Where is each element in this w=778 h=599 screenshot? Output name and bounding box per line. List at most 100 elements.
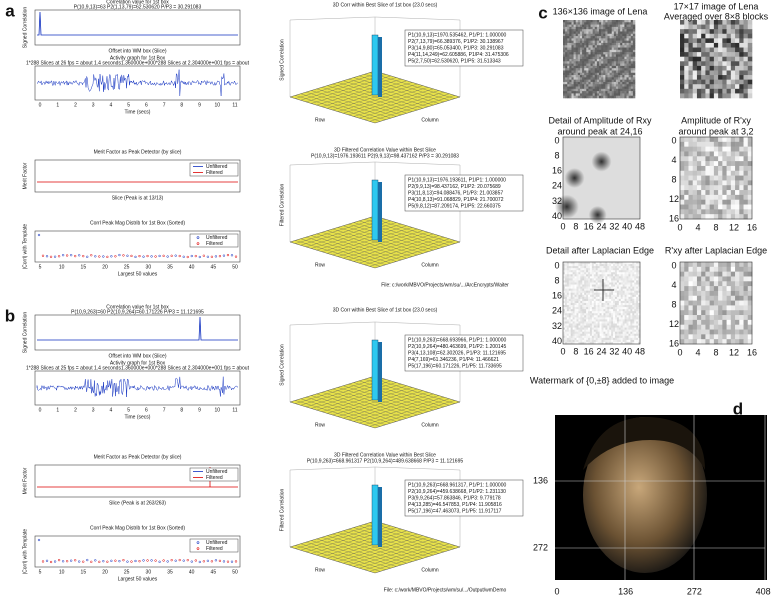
pixel <box>731 70 736 75</box>
pixel <box>603 305 605 307</box>
pixel <box>627 41 629 44</box>
pixel <box>632 328 634 330</box>
pixel <box>574 57 576 60</box>
pixel <box>584 299 586 301</box>
pixel <box>727 214 732 219</box>
pixel <box>588 75 590 78</box>
pixel <box>580 283 582 285</box>
pixel <box>684 61 689 66</box>
pixel <box>575 338 577 340</box>
pixel <box>633 73 635 76</box>
pixel <box>611 319 613 321</box>
pixel <box>636 280 638 282</box>
pixel <box>563 268 565 270</box>
pixel <box>744 315 749 320</box>
pixel <box>684 156 689 161</box>
label: Filtered Correlation <box>279 489 285 532</box>
pixel <box>748 320 753 325</box>
pixel <box>680 276 685 281</box>
pixel <box>705 301 710 306</box>
pixel <box>601 34 603 37</box>
pixel <box>605 303 607 305</box>
pixel <box>575 272 577 274</box>
pixel <box>569 27 571 30</box>
pixel <box>634 311 636 313</box>
pixel <box>576 313 578 315</box>
pixel <box>573 338 575 340</box>
pixel <box>616 25 618 28</box>
pixel <box>609 264 611 266</box>
pixel <box>580 20 582 23</box>
pixel <box>727 180 732 185</box>
pixel <box>584 31 586 34</box>
pixel <box>621 319 623 321</box>
pixel <box>571 59 573 62</box>
pixel <box>602 262 604 264</box>
pixel <box>693 320 698 325</box>
pixel <box>565 262 567 264</box>
pixel <box>619 338 621 340</box>
pixel <box>590 338 592 340</box>
pixel <box>567 75 569 78</box>
pixel <box>620 80 622 83</box>
pixel <box>582 50 584 53</box>
pixel <box>735 262 740 267</box>
pixel <box>601 59 603 62</box>
pixel <box>623 336 625 338</box>
pixel <box>625 299 627 301</box>
pixel <box>735 52 740 57</box>
pixel <box>573 297 575 299</box>
pixel <box>582 80 584 83</box>
pixel <box>748 272 753 277</box>
pixel <box>605 75 607 78</box>
pixel <box>629 80 631 83</box>
pixel <box>621 264 623 266</box>
pixel <box>627 59 629 62</box>
pixel <box>584 68 586 71</box>
pixel <box>563 330 565 332</box>
pixel <box>573 276 575 278</box>
pixel <box>597 80 599 83</box>
pixel <box>565 313 567 315</box>
pixel <box>595 70 597 73</box>
pixel <box>593 91 595 94</box>
pixel <box>578 264 580 266</box>
pixel <box>735 43 740 48</box>
pixel <box>569 20 571 23</box>
pixel <box>574 29 576 32</box>
pixel <box>582 307 584 309</box>
pixel <box>710 200 715 205</box>
pixel <box>591 48 593 51</box>
pixel <box>628 332 630 334</box>
pixel <box>582 330 584 332</box>
pixel <box>595 22 597 25</box>
pixel <box>567 313 569 315</box>
pixel <box>718 291 723 296</box>
pixel <box>590 324 592 326</box>
pixel <box>584 77 586 80</box>
pixel <box>735 296 740 301</box>
pixel <box>744 89 749 94</box>
pixel <box>616 93 618 96</box>
pixel <box>588 43 590 46</box>
pixel <box>614 93 616 96</box>
pixel <box>628 266 630 268</box>
pixel <box>621 301 623 303</box>
pixel <box>688 61 693 66</box>
pixel <box>744 93 749 98</box>
pixel <box>605 276 607 278</box>
pixel <box>714 291 719 296</box>
pixel <box>597 89 599 92</box>
pixel <box>576 61 578 64</box>
pixel <box>619 330 621 332</box>
pixel <box>607 57 609 60</box>
pixel <box>600 301 602 303</box>
pixel <box>739 262 744 267</box>
pixel <box>710 291 715 296</box>
pixel <box>591 84 593 87</box>
pixel <box>739 25 744 30</box>
label: 32 <box>609 346 619 356</box>
pixel <box>574 75 576 78</box>
pixel <box>578 52 580 55</box>
pixel <box>710 161 715 166</box>
